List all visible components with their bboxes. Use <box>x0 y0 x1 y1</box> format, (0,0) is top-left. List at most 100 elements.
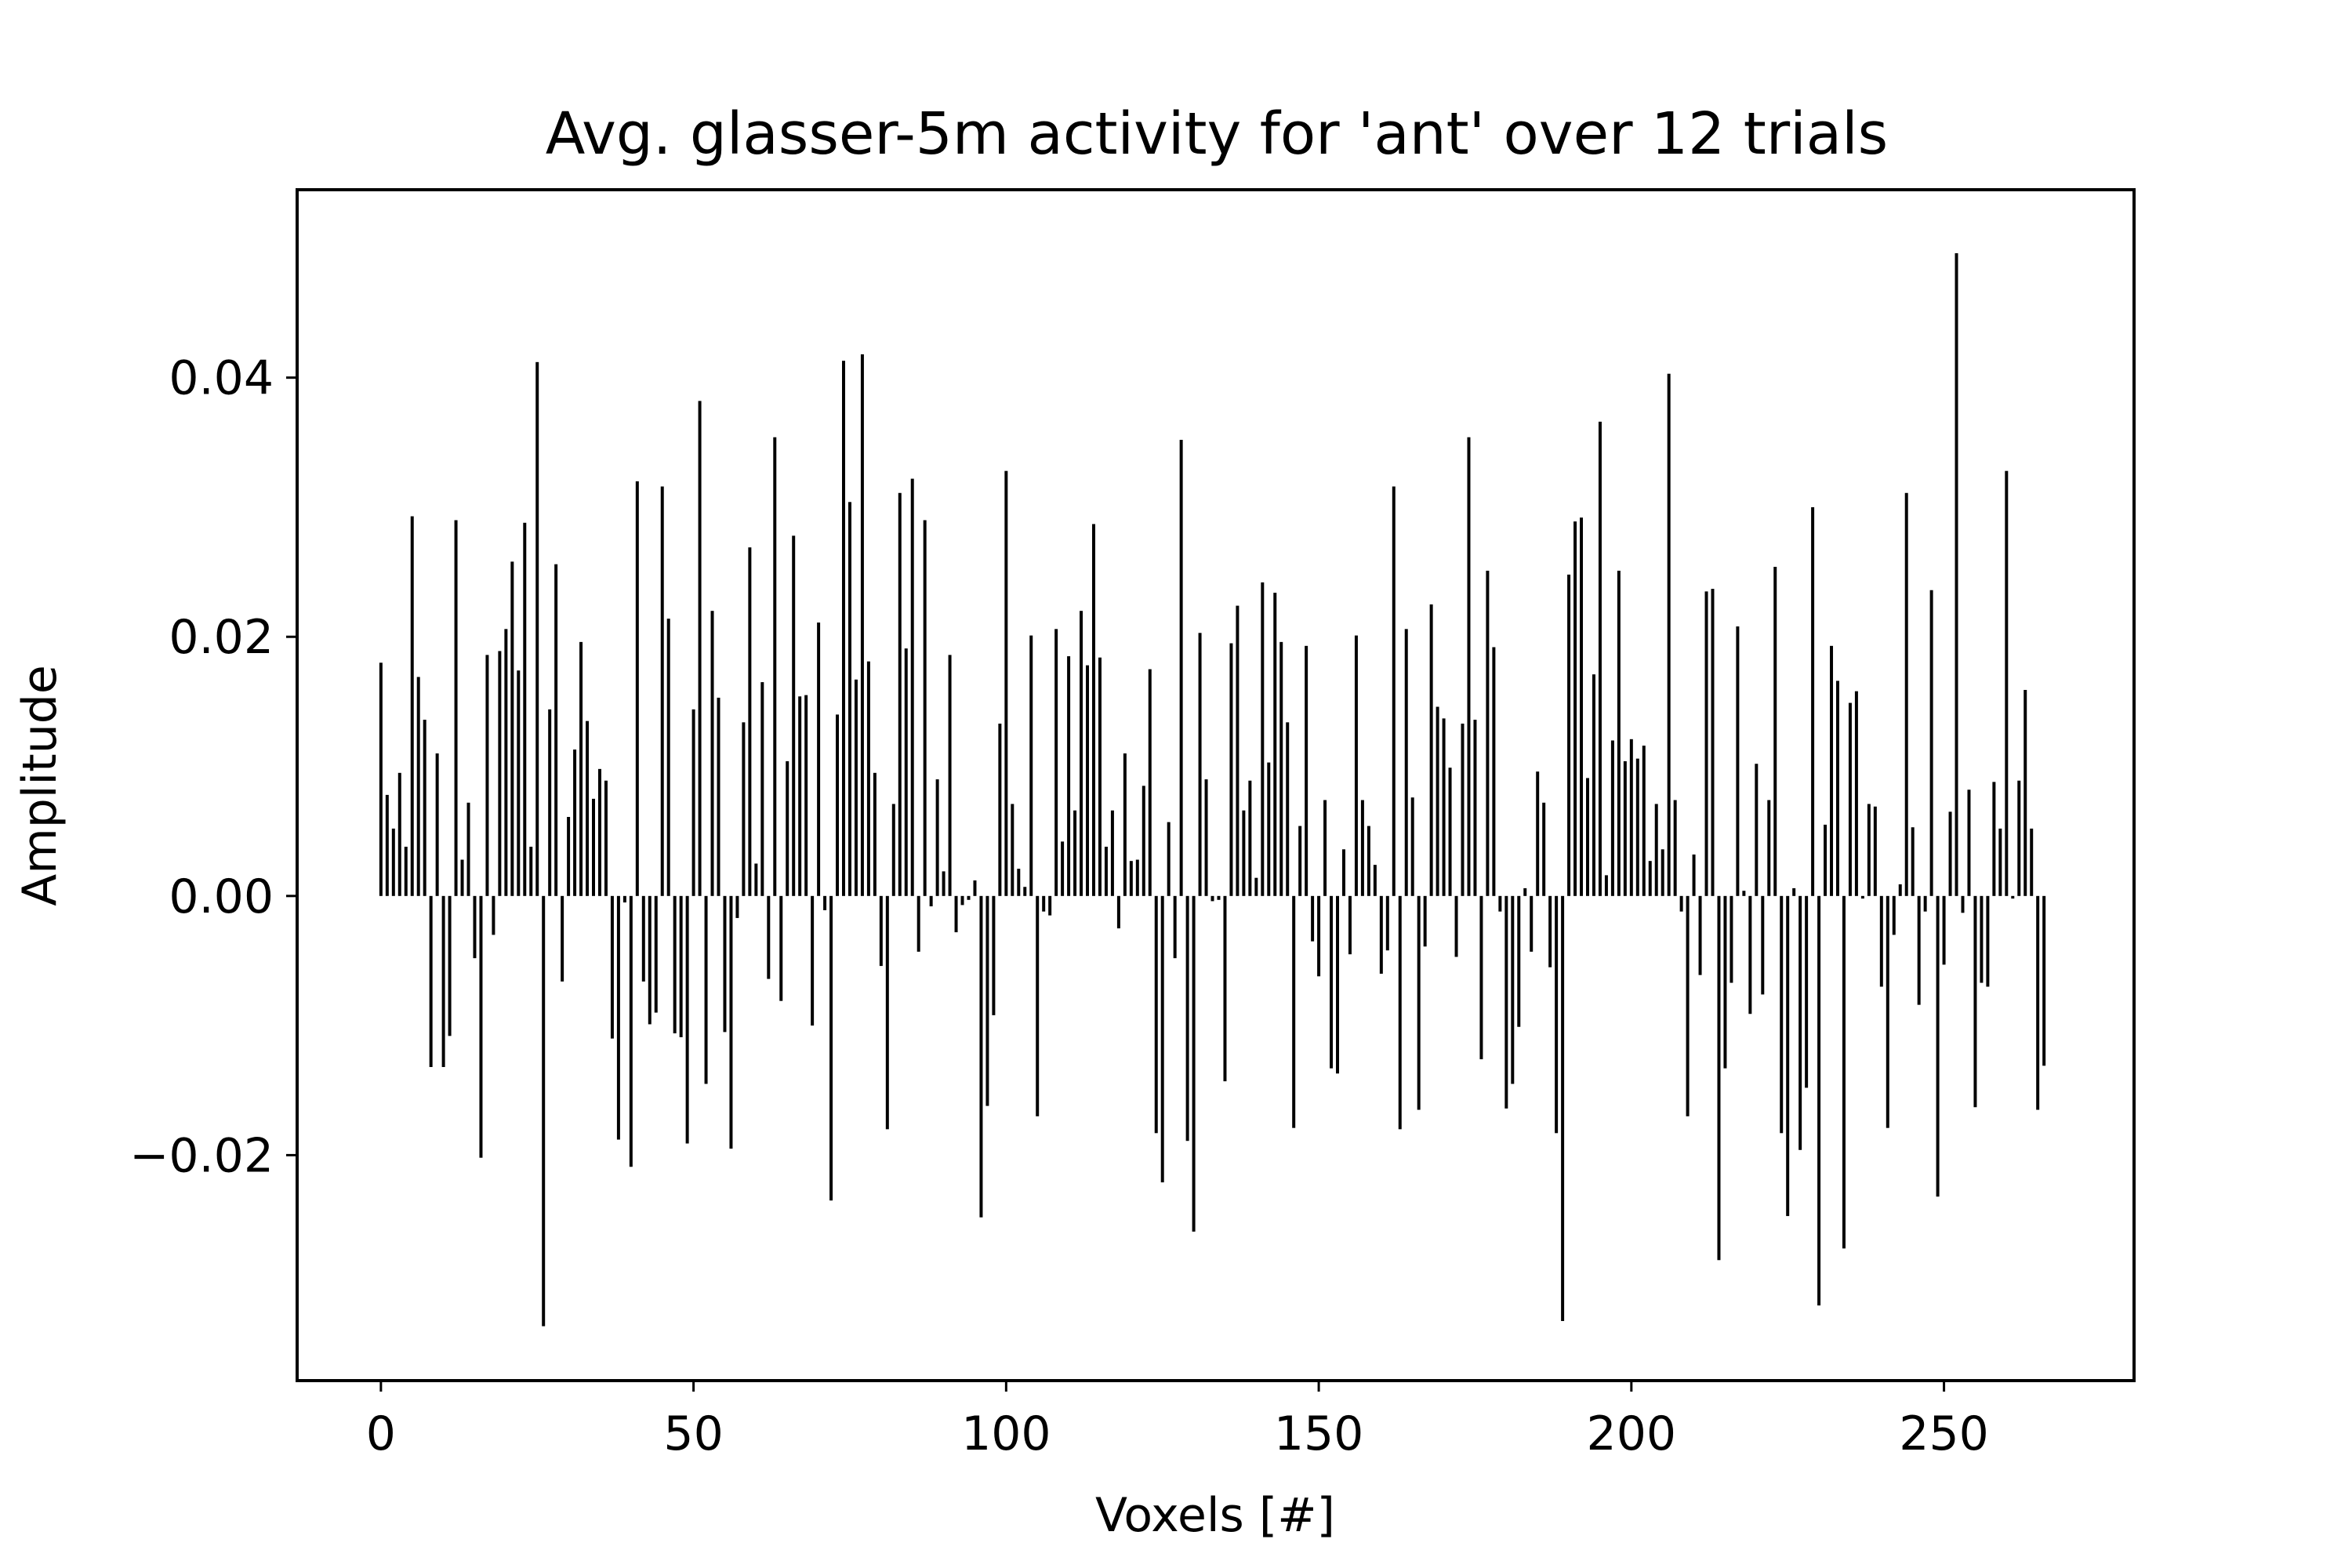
bar-154 <box>1341 849 1345 896</box>
bar-24 <box>529 847 533 896</box>
bar-237 <box>1860 895 1864 899</box>
bar-166 <box>1417 895 1421 1110</box>
bar-115 <box>1098 657 1102 896</box>
bar-156 <box>1354 635 1358 896</box>
bar-192 <box>1580 517 1584 896</box>
bar-255 <box>1973 895 1977 1108</box>
bar-241 <box>1886 895 1889 1128</box>
bar-180 <box>1504 895 1508 1109</box>
bar-27 <box>548 709 552 896</box>
bar-171 <box>1448 768 1452 896</box>
bar-188 <box>1555 895 1559 1134</box>
bar-211 <box>1698 895 1702 975</box>
bar-33 <box>586 720 590 896</box>
plot-frame <box>296 188 2136 1382</box>
x-tick-label: 200 <box>1587 1406 1677 1461</box>
bar-256 <box>1980 895 1984 983</box>
x-tick-label: 50 <box>663 1406 723 1461</box>
bar-32 <box>579 641 583 896</box>
bar-225 <box>1786 895 1790 1217</box>
bar-212 <box>1704 591 1708 896</box>
bar-216 <box>1730 895 1733 983</box>
bar-135 <box>1223 895 1227 1082</box>
bar-96 <box>979 895 983 1218</box>
bar-67 <box>798 696 802 896</box>
bar-113 <box>1086 665 1090 896</box>
bar-151 <box>1323 800 1327 896</box>
bar-236 <box>1854 691 1858 896</box>
bar-51 <box>698 401 702 896</box>
bar-126 <box>1167 822 1171 896</box>
bar-99 <box>998 723 1002 896</box>
bar-68 <box>804 695 808 896</box>
bar-12 <box>454 520 458 896</box>
bar-224 <box>1780 895 1784 1134</box>
bar-252 <box>1955 252 1958 896</box>
bar-31 <box>573 750 577 896</box>
bar-2 <box>391 828 395 896</box>
bar-248 <box>1929 590 1933 896</box>
bar-14 <box>466 802 470 896</box>
bar-39 <box>622 895 626 903</box>
bar-265 <box>2036 895 2040 1110</box>
bar-198 <box>1617 570 1621 896</box>
bar-76 <box>854 679 858 896</box>
bar-158 <box>1367 826 1370 896</box>
bar-122 <box>1142 786 1145 896</box>
bar-144 <box>1279 641 1283 896</box>
bar-46 <box>666 619 670 896</box>
bar-1 <box>385 794 389 896</box>
x-tick-label: 0 <box>366 1406 396 1461</box>
bar-16 <box>479 895 483 1158</box>
bar-147 <box>1298 826 1302 896</box>
bar-57 <box>735 895 739 918</box>
bar-139 <box>1248 780 1252 896</box>
bar-88 <box>929 895 933 907</box>
bar-124 <box>1154 895 1158 1134</box>
y-axis-ticks: −0.02 0.00 0.02 0.04 <box>129 351 297 1183</box>
bar-258 <box>1992 782 1996 896</box>
bar-160 <box>1379 895 1383 974</box>
bar-243 <box>1898 884 1902 896</box>
bar-229 <box>1811 506 1815 896</box>
y-tick-label: 0.00 <box>169 869 274 924</box>
bar-6 <box>416 677 420 896</box>
x-axis-ticks: 0 50 100 150 200 250 <box>366 1381 1989 1461</box>
bar-11 <box>448 895 452 1036</box>
bar-79 <box>873 772 877 896</box>
bar-106 <box>1042 895 1046 912</box>
bar-262 <box>2017 780 2021 896</box>
bar-264 <box>2030 828 2034 896</box>
bar-221 <box>1761 895 1765 995</box>
bar-181 <box>1511 895 1515 1084</box>
bar-164 <box>1404 629 1408 896</box>
bar-207 <box>1673 800 1677 896</box>
bar-197 <box>1610 740 1614 896</box>
bar-150 <box>1317 895 1321 977</box>
bar-226 <box>1792 887 1796 896</box>
bar-22 <box>517 670 521 896</box>
bar-168 <box>1429 604 1433 896</box>
bar-214 <box>1717 895 1721 1261</box>
bar-191 <box>1573 521 1577 896</box>
bar-138 <box>1242 810 1246 896</box>
bar-109 <box>1061 841 1065 896</box>
bar-196 <box>1604 875 1608 896</box>
bar-114 <box>1092 524 1095 896</box>
bar-254 <box>1967 789 1971 896</box>
bar-7 <box>423 720 426 896</box>
bar-131 <box>1198 633 1202 896</box>
bar-49 <box>685 895 689 1144</box>
bar-47 <box>673 895 677 1034</box>
bar-58 <box>742 722 746 896</box>
bar-129 <box>1185 895 1189 1142</box>
bar-132 <box>1204 779 1208 896</box>
bar-66 <box>792 535 796 896</box>
y-tick-label: −0.02 <box>129 1128 274 1183</box>
bar-18 <box>492 895 495 935</box>
chart-title: Avg. glasser-5m activity for 'ant' over … <box>546 100 1888 168</box>
bar-173 <box>1461 723 1465 896</box>
bar-146 <box>1292 895 1296 1128</box>
bar-185 <box>1536 771 1540 896</box>
